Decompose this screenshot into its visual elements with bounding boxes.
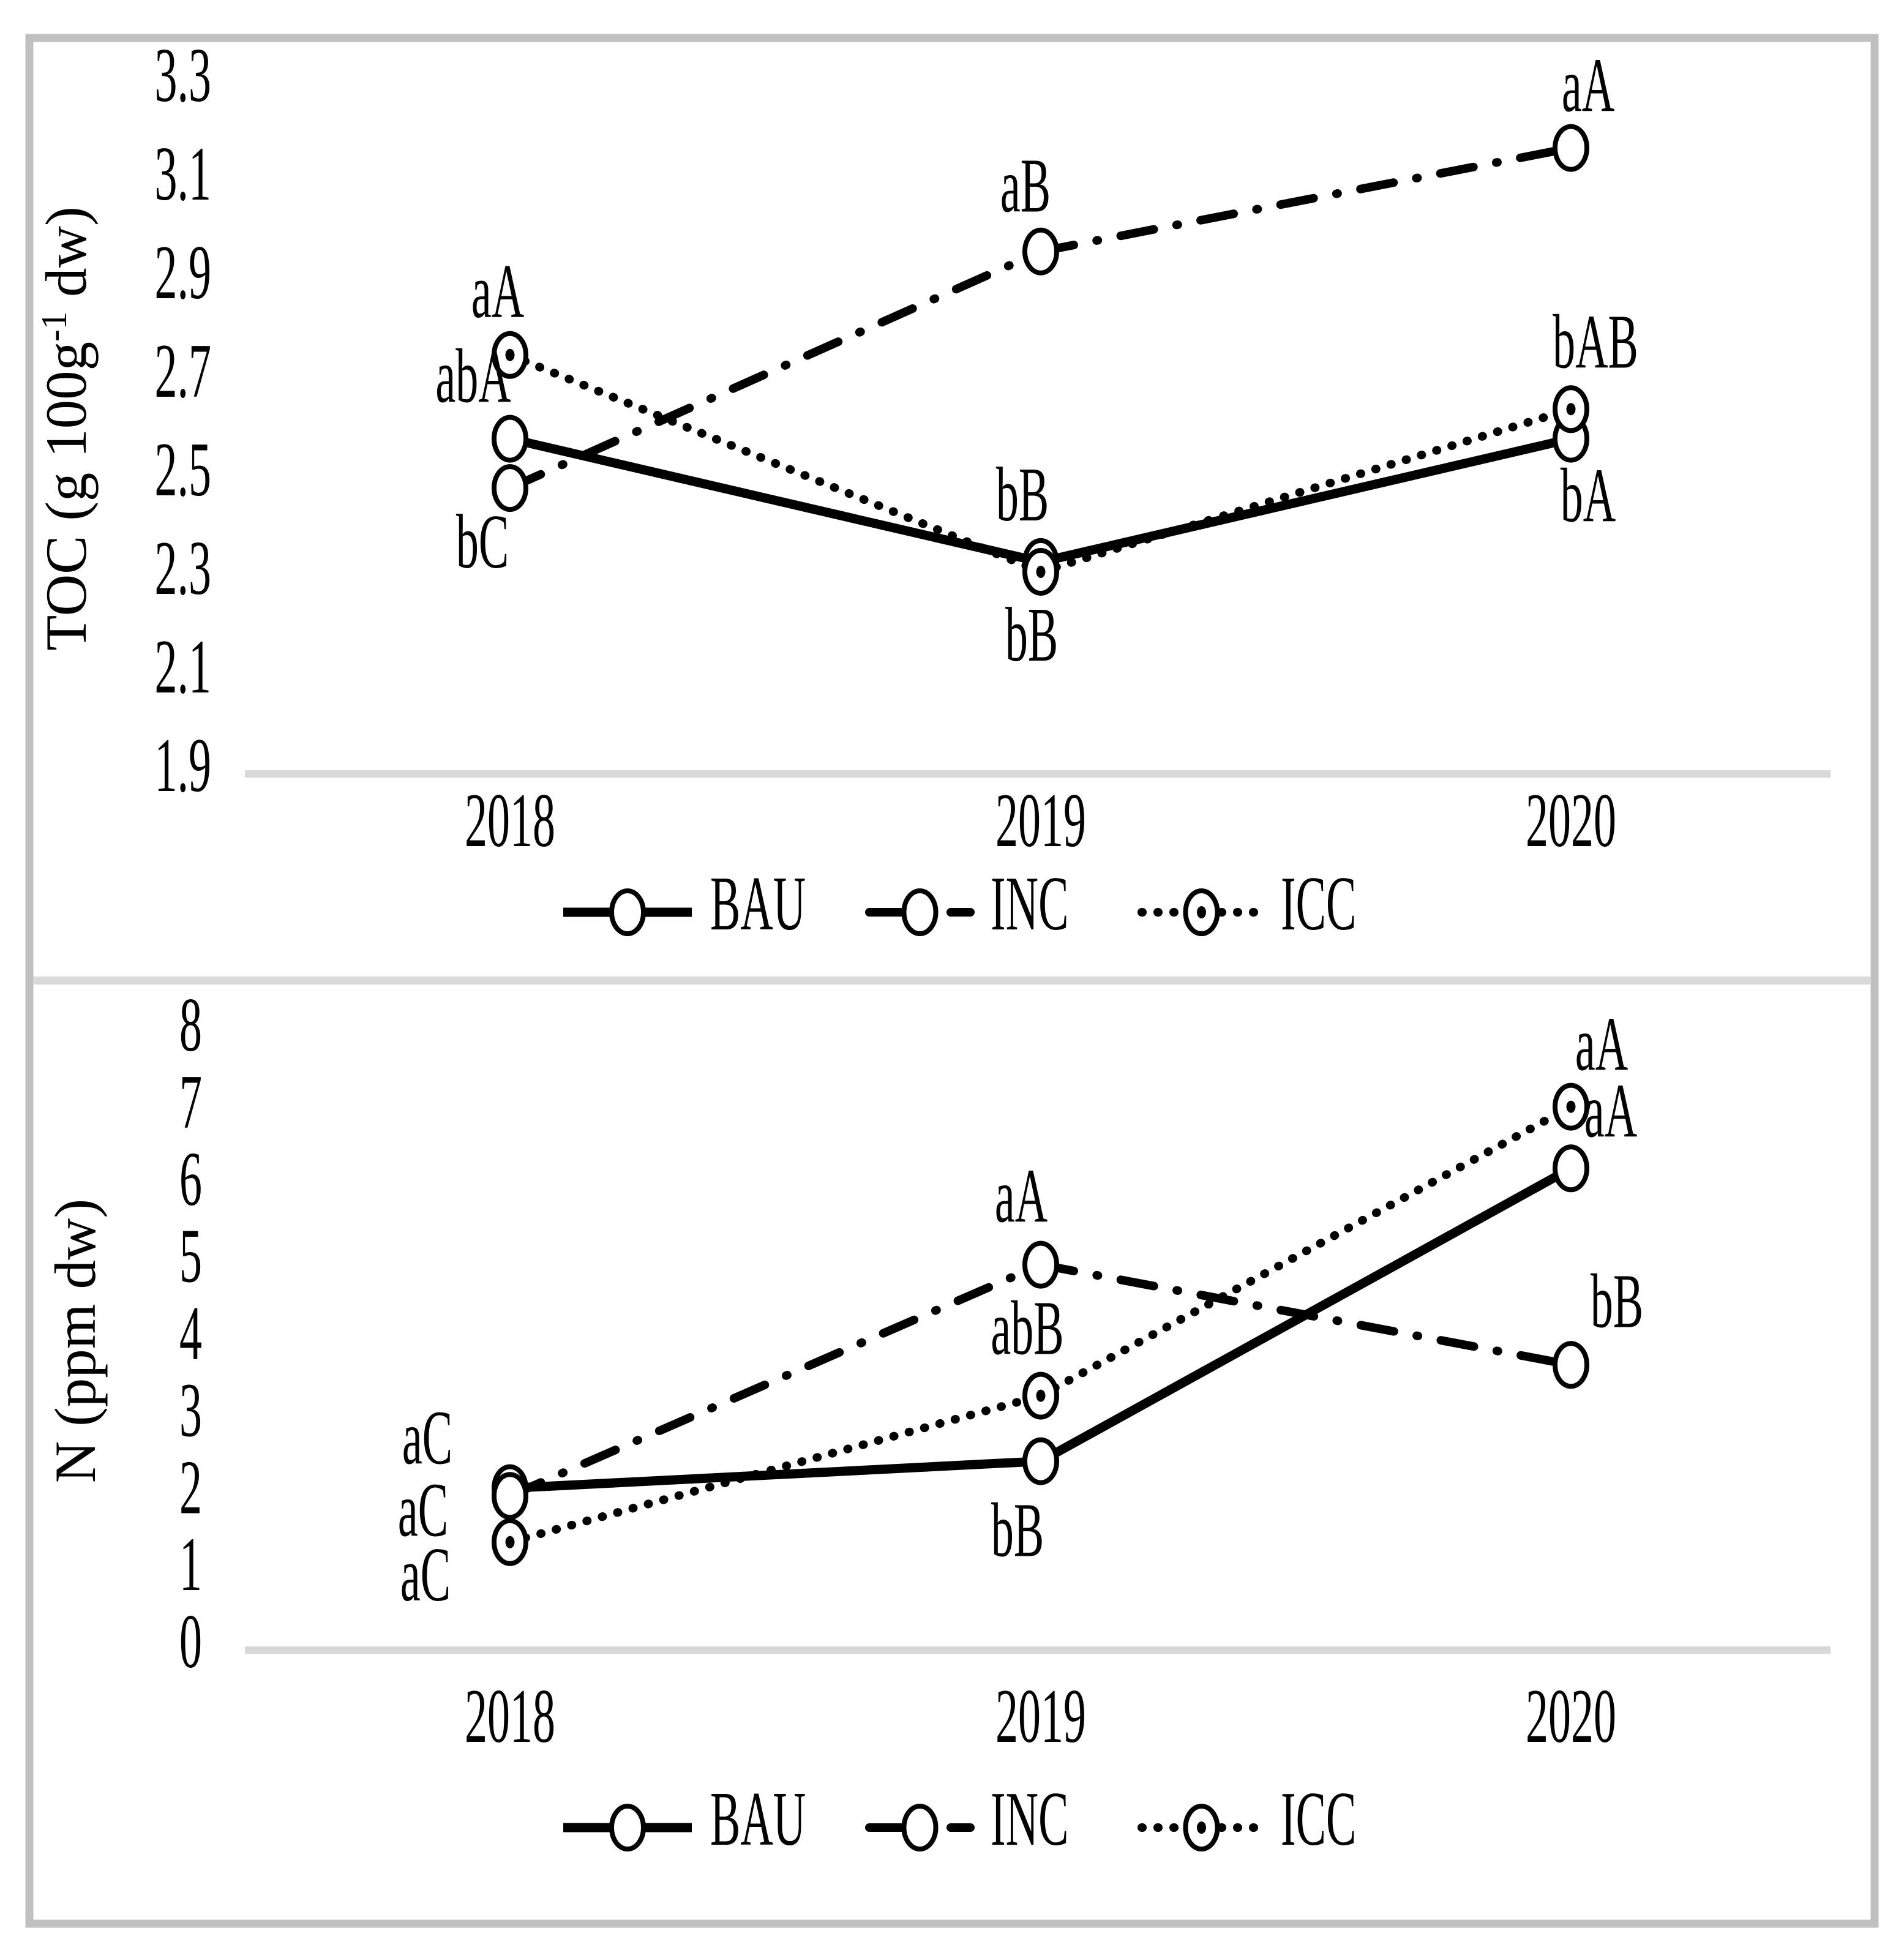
stat-letter-annotation: bB (991, 1488, 1044, 1574)
panel-divider (33, 977, 1871, 985)
data-point-marker (1022, 1437, 1059, 1485)
x-tick-label: 2020 (1526, 1674, 1616, 1759)
x-tick-label: 2019 (995, 778, 1086, 863)
y-axis-title: TOC (g 100g-1 dw) (34, 206, 99, 650)
data-point-marker (609, 1804, 646, 1851)
y-tick-label: 5 (179, 1214, 202, 1299)
data-point-marker (1022, 1240, 1059, 1289)
y-tick-label: 6 (179, 1137, 202, 1222)
data-point-marker (1553, 1341, 1589, 1389)
data-point-center-dot (505, 348, 515, 361)
x-tick-label: 2019 (995, 1674, 1086, 1759)
y-tick-label: 3.3 (155, 33, 211, 118)
y-tick-label: 2.7 (155, 329, 211, 414)
stat-letter-annotation: aA (1575, 1002, 1628, 1087)
stat-letter-annotation: aA (995, 1154, 1048, 1239)
data-point-marker (1553, 124, 1589, 172)
y-tick-label: 2.9 (155, 230, 211, 315)
series-line-BAU (509, 434, 1042, 567)
y-axis-title-part: TOC (g 100g (34, 342, 99, 651)
data-point-center-dot (1566, 403, 1576, 416)
stat-letter-annotation: bAB (1553, 299, 1638, 384)
data-point-marker (1553, 1144, 1589, 1193)
series-line-INC (506, 247, 1045, 493)
x-tick-label: 2020 (1526, 778, 1616, 863)
data-point-marker (901, 888, 939, 936)
stat-letter-annotation: aA (1562, 43, 1614, 129)
y-tick-label: 1 (179, 1522, 202, 1607)
legend-label-INC: INC (991, 861, 1068, 947)
y-tick-label: 2.5 (155, 427, 211, 512)
y-tick-label: 2.1 (155, 625, 211, 710)
data-point-center-dot (1036, 1389, 1046, 1402)
series-line-ICC (1036, 405, 1575, 576)
legend-label-ICC: ICC (1281, 1777, 1356, 1862)
series-line-BAU (509, 1457, 1041, 1493)
data-point-marker (1022, 227, 1059, 276)
stat-letter-annotation: bB (1005, 593, 1058, 678)
data-point-marker (492, 1472, 528, 1520)
legend-label-ICC: ICC (1281, 861, 1356, 947)
legend: BAU INC ICC (563, 1777, 1356, 1862)
series-line-INC (506, 1260, 1045, 1501)
stat-letter-annotation: bA (1561, 454, 1616, 539)
series-line-ICC (1036, 1102, 1575, 1400)
legend-label-BAU: BAU (710, 1777, 806, 1862)
y-tick-label: 2 (179, 1445, 202, 1530)
series-line-ICC (506, 1391, 1045, 1547)
y-tick-label: 8 (179, 983, 202, 1068)
stat-letter-annotation: aB (1000, 144, 1051, 229)
data-point-marker (492, 414, 528, 463)
data-point-marker (609, 888, 646, 936)
data-point-marker (901, 1804, 939, 1851)
chart-panel-top: 3.3 3.1 2.9 2.7 2.5 2.3 2.1 1.9 TOC (g 100g-1 dw… (34, 33, 1831, 947)
stat-letter-annotation: aC (402, 1396, 452, 1481)
data-point-center-dot (1566, 1100, 1576, 1113)
y-tick-label: 4 (179, 1291, 202, 1376)
stat-letter-annotation: aC (400, 1532, 451, 1618)
stat-letter-annotation: aC (398, 1468, 448, 1553)
series-line-INC (1036, 1260, 1575, 1370)
stat-letter-annotation: bB (996, 452, 1049, 538)
y-tick-label: 2.3 (155, 526, 211, 611)
data-point-center-dot (1036, 565, 1046, 578)
stat-letter-annotation: abA (435, 334, 511, 419)
data-point-center-dot (505, 1536, 515, 1548)
stat-letter-annotation: aA (471, 249, 524, 334)
y-axis-title: N (ppm dw) (43, 1199, 108, 1483)
y-axis-title-part: N (ppm dw) (43, 1199, 108, 1483)
stat-letter-annotation: aA (1584, 1068, 1637, 1153)
legend: BAU INC ICC (563, 861, 1356, 947)
y-tick-label: 0 (179, 1599, 202, 1684)
figure-border (25, 34, 1879, 1928)
stat-letter-annotation: bC (456, 500, 509, 585)
stat-letter-annotation: bB (1591, 1259, 1643, 1344)
y-axis-title-part: dw) (34, 206, 99, 312)
data-point-center-dot (1197, 906, 1206, 918)
legend-label-BAU: BAU (710, 861, 806, 947)
data-point-center-dot (1197, 1821, 1206, 1834)
y-tick-label: 7 (179, 1060, 202, 1145)
y-axis-title-superscript: -1 (34, 312, 74, 342)
series-line-ICC (506, 350, 1045, 576)
data-point-marker (492, 464, 528, 512)
x-tick-label: 2018 (465, 1674, 555, 1759)
series-line-INC (1036, 143, 1575, 256)
legend-label-INC: INC (991, 1777, 1068, 1862)
y-tick-label: 3 (179, 1368, 202, 1453)
y-tick-label: 1.9 (155, 723, 211, 808)
stat-letter-annotation: abB (991, 1286, 1063, 1371)
y-tick-label: 3.1 (155, 132, 211, 217)
x-tick-label: 2018 (465, 778, 555, 863)
